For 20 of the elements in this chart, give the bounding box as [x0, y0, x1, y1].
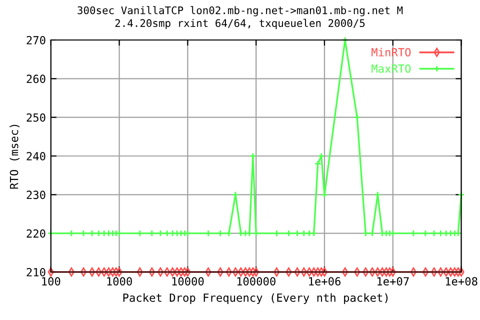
legend-label: MaxRTO: [372, 64, 411, 73]
y-tick-label: 270: [26, 36, 46, 44]
x-tick-label: 100: [42, 277, 60, 286]
legend-label: MinRTO: [372, 48, 411, 56]
x-tick-label: 1e+06: [309, 277, 340, 286]
x-tick-label: 1e+08: [446, 277, 478, 286]
y-tick-label: 250: [26, 113, 46, 122]
y-tick-label: 240: [26, 152, 46, 160]
y-axis-title: RTO (msec): [10, 124, 20, 189]
chart-subtitle: 2.4.20smp rxint 64/64, txqueuelen 2000/5: [115, 18, 365, 30]
y-tick-label: 220: [26, 229, 46, 238]
y-tick-label: 210: [26, 268, 46, 276]
x-tick-label: 100000: [237, 277, 276, 286]
x-axis-title: Packet Drop Frequency (Every nth packet): [123, 293, 388, 304]
x-tick-label: 10000: [172, 277, 204, 286]
y-tick-label: 230: [26, 190, 46, 200]
x-tick-label: 1000: [107, 277, 132, 286]
y-tick-label: 260: [26, 74, 46, 84]
x-tick-label: 1e+07: [377, 277, 409, 286]
chart-title: 300sec VanillaTCP lon02.mb-ng.net->man01.mb-ng.net M: [78, 6, 403, 16]
